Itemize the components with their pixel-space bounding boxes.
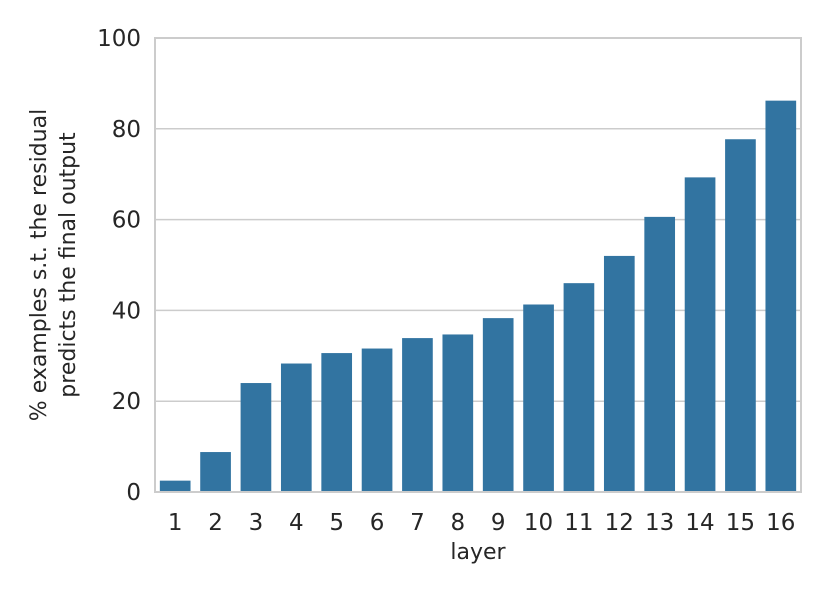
bar [159,480,191,492]
x-axis-label: layer [450,540,506,565]
x-tick-label: 8 [450,510,465,536]
y-tick-labels: 0 20 40 60 80 100 [97,26,141,506]
y-tick-label: 40 [112,298,141,324]
plot-frame [154,37,802,493]
x-tick-label: 7 [410,510,425,536]
bar [523,304,554,492]
x-tick-label: 11 [564,510,593,536]
bar [402,338,433,492]
y-tick-label: 20 [112,389,141,415]
bar [200,452,231,492]
x-tick-labels: 1 2 3 4 5 6 7 8 9 10 11 12 13 14 15 16 [168,510,796,536]
x-tick-label: 3 [249,510,264,536]
y-tick-label: 100 [97,26,141,52]
bar [280,363,312,492]
y-tick-label: 0 [126,480,141,506]
x-tick-label: 13 [645,510,674,536]
x-tick-label: 9 [491,510,506,536]
y-tick-label: 60 [112,208,141,234]
x-tick-label: 14 [685,510,714,536]
bar [725,139,756,492]
y-axis-label-line-2: predicts the final output [56,132,81,398]
y-axis-label-line-1: % examples s.t. the residual [27,109,52,421]
bar [644,216,676,492]
bar [684,177,716,493]
bar [482,318,514,492]
bar [361,348,393,492]
bar [442,334,474,492]
x-tick-label: 15 [726,510,755,536]
x-tick-label: 5 [329,510,344,536]
x-tick-label: 6 [370,510,385,536]
x-tick-label: 4 [289,510,304,536]
bar [603,255,635,492]
bar [321,353,353,492]
bars [159,100,797,493]
x-tick-label: 16 [766,510,795,536]
y-tick-label: 80 [112,117,141,143]
x-tick-label: 1 [168,510,183,536]
bar [240,383,272,492]
bar [765,100,797,492]
bar [563,283,595,492]
x-tick-label: 10 [524,510,553,536]
x-tick-label: 12 [605,510,634,536]
x-tick-label: 2 [208,510,223,536]
